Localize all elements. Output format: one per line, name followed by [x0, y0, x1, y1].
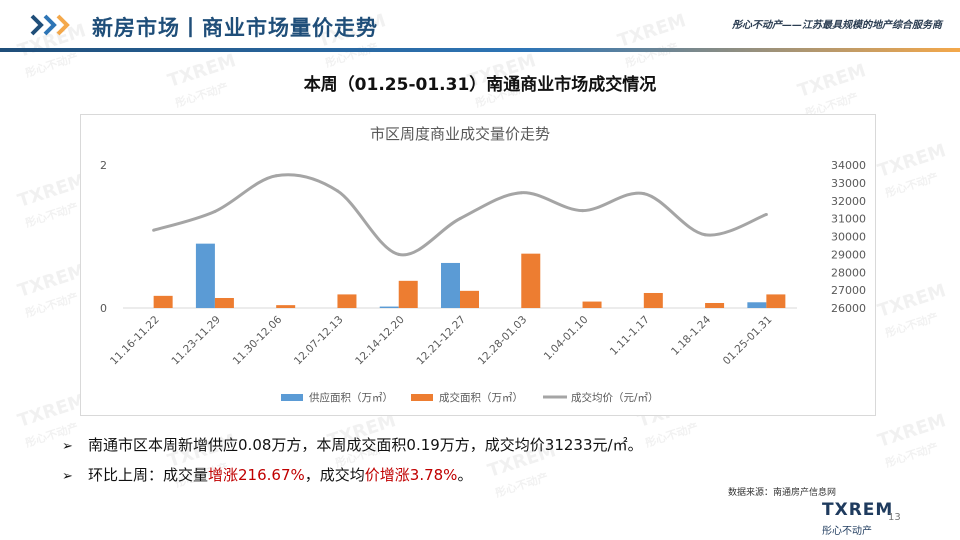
logo-text: TXREM	[822, 500, 894, 520]
price-change-highlight: 价增涨3.78%	[364, 466, 458, 484]
point-price	[764, 212, 768, 216]
x-tick-label: 11.16-11.22	[108, 314, 162, 368]
x-tick-label: 01.25-01.31	[721, 314, 775, 368]
y-right-tick-label: 29000	[831, 248, 866, 261]
y-right-tick-label: 28000	[831, 266, 866, 279]
line-price	[153, 173, 767, 257]
y-right-tick-label: 30000	[831, 231, 866, 244]
bar-deal	[153, 295, 173, 308]
point-price	[581, 209, 585, 213]
legend-price-label: 成交均价（元/㎡）	[571, 391, 659, 404]
x-tick-label: 11.30-12.06	[231, 313, 285, 367]
x-tick-label: 11.23-11.29	[169, 314, 223, 368]
page-number: 13	[888, 512, 901, 523]
y-right-tick-label: 26000	[831, 302, 866, 315]
bullet-text: 南通市区本周新增供应0.08万方，本周成交面积0.19万方，成交均价31233元…	[88, 436, 643, 454]
x-tick-label: 12.07-12.13	[292, 314, 346, 368]
y-right-tick-label: 31000	[831, 213, 866, 226]
bar-deal	[643, 292, 663, 308]
price-volume-chart: 市区周度商业成交量价走势 0 2 26000 27000 28000 29000 30000 3…	[100, 125, 866, 404]
arrow-bullet-icon: ➢	[62, 439, 73, 454]
bar-deal	[582, 301, 602, 308]
summary-bullets: ➢ 南通市区本周新增供应0.08万方，本周成交面积0.19万方，成交均价31233…	[62, 430, 643, 490]
header-divider	[0, 48, 960, 52]
footer-logo: TXREM 彤心不动产	[822, 500, 908, 537]
bar-supply	[747, 302, 767, 308]
bar-supply	[441, 262, 460, 308]
y-right-tick-label: 34000	[831, 159, 866, 172]
point-price	[335, 189, 339, 193]
bar-deal	[705, 302, 725, 308]
y-right-tick-label: 33000	[831, 177, 866, 190]
bullet-mom-summary: ➢ 环比上周：成交量增涨216.67%，成交均价增涨3.78%。	[62, 460, 643, 490]
x-tick-label: 12.28-01.03	[476, 314, 530, 368]
x-tick-label: 1.18-1.24	[669, 313, 713, 357]
bar-supply	[379, 306, 399, 308]
point-price	[642, 192, 646, 196]
page-title: 新房市场丨商业市场量价走势	[92, 16, 378, 40]
point-price	[703, 233, 707, 237]
y-left-tick-label: 2	[100, 159, 107, 172]
x-tick-label: 1.11-1.17	[608, 314, 652, 358]
bar-deal	[337, 294, 357, 308]
header: 新房市场丨商业市场量价走势 彤心不动产——江苏最具规模的地产综合服务商	[0, 0, 960, 56]
point-price	[397, 252, 401, 256]
y-right-tick-label: 32000	[831, 195, 866, 208]
logo-subtext: 彤心不动产	[822, 526, 872, 537]
y-right-tick-label: 27000	[831, 284, 866, 297]
data-source: 数据来源：南通房产信息网	[728, 488, 837, 498]
bullet-prefix: 环比上周：成交量	[88, 466, 209, 484]
legend-supply-label: 供应面积（万㎡）	[309, 391, 393, 404]
point-price	[213, 209, 217, 213]
legend-deal-swatch	[411, 394, 433, 401]
bar-deal	[276, 305, 296, 308]
bar-deal	[398, 280, 418, 308]
point-price	[458, 217, 462, 221]
company-tagline: 彤心不动产——江苏最具规模的地产综合服务商	[732, 20, 942, 31]
chevron-icon	[30, 14, 70, 36]
bullet-middle: ，成交均	[304, 466, 365, 484]
legend-supply-swatch	[281, 394, 303, 401]
arrow-bullet-icon: ➢	[62, 469, 73, 484]
point-price	[519, 191, 523, 195]
chart-title: 市区周度商业成交量价走势	[370, 125, 550, 143]
bar-deal	[460, 290, 479, 308]
bullet-suffix: 。	[457, 466, 473, 484]
y-left-tick-label: 0	[100, 302, 107, 315]
legend-deal-label: 成交面积（万㎡）	[439, 391, 523, 404]
x-tick-label: 12.14-12.20	[353, 314, 407, 368]
bar-deal	[766, 294, 786, 308]
x-tick-label: 1.04-01.10	[542, 314, 591, 363]
chart-frame: 市区周度商业成交量价走势 0 2 26000 27000 28000 29000 30000 3…	[80, 114, 876, 416]
section-subtitle: 本周（01.25-01.31）南通商业市场成交情况	[303, 75, 657, 95]
bar-deal	[521, 253, 541, 308]
point-price	[152, 228, 156, 232]
x-tick-label: 12.21-12.27	[414, 314, 468, 368]
bar-deal	[214, 297, 234, 308]
point-price	[274, 174, 278, 178]
volume-change-highlight: 增涨216.67%	[208, 466, 305, 484]
bullet-supply-summary: ➢ 南通市区本周新增供应0.08万方，本周成交面积0.19万方，成交均价31233…	[62, 430, 643, 460]
bar-supply	[195, 243, 215, 308]
